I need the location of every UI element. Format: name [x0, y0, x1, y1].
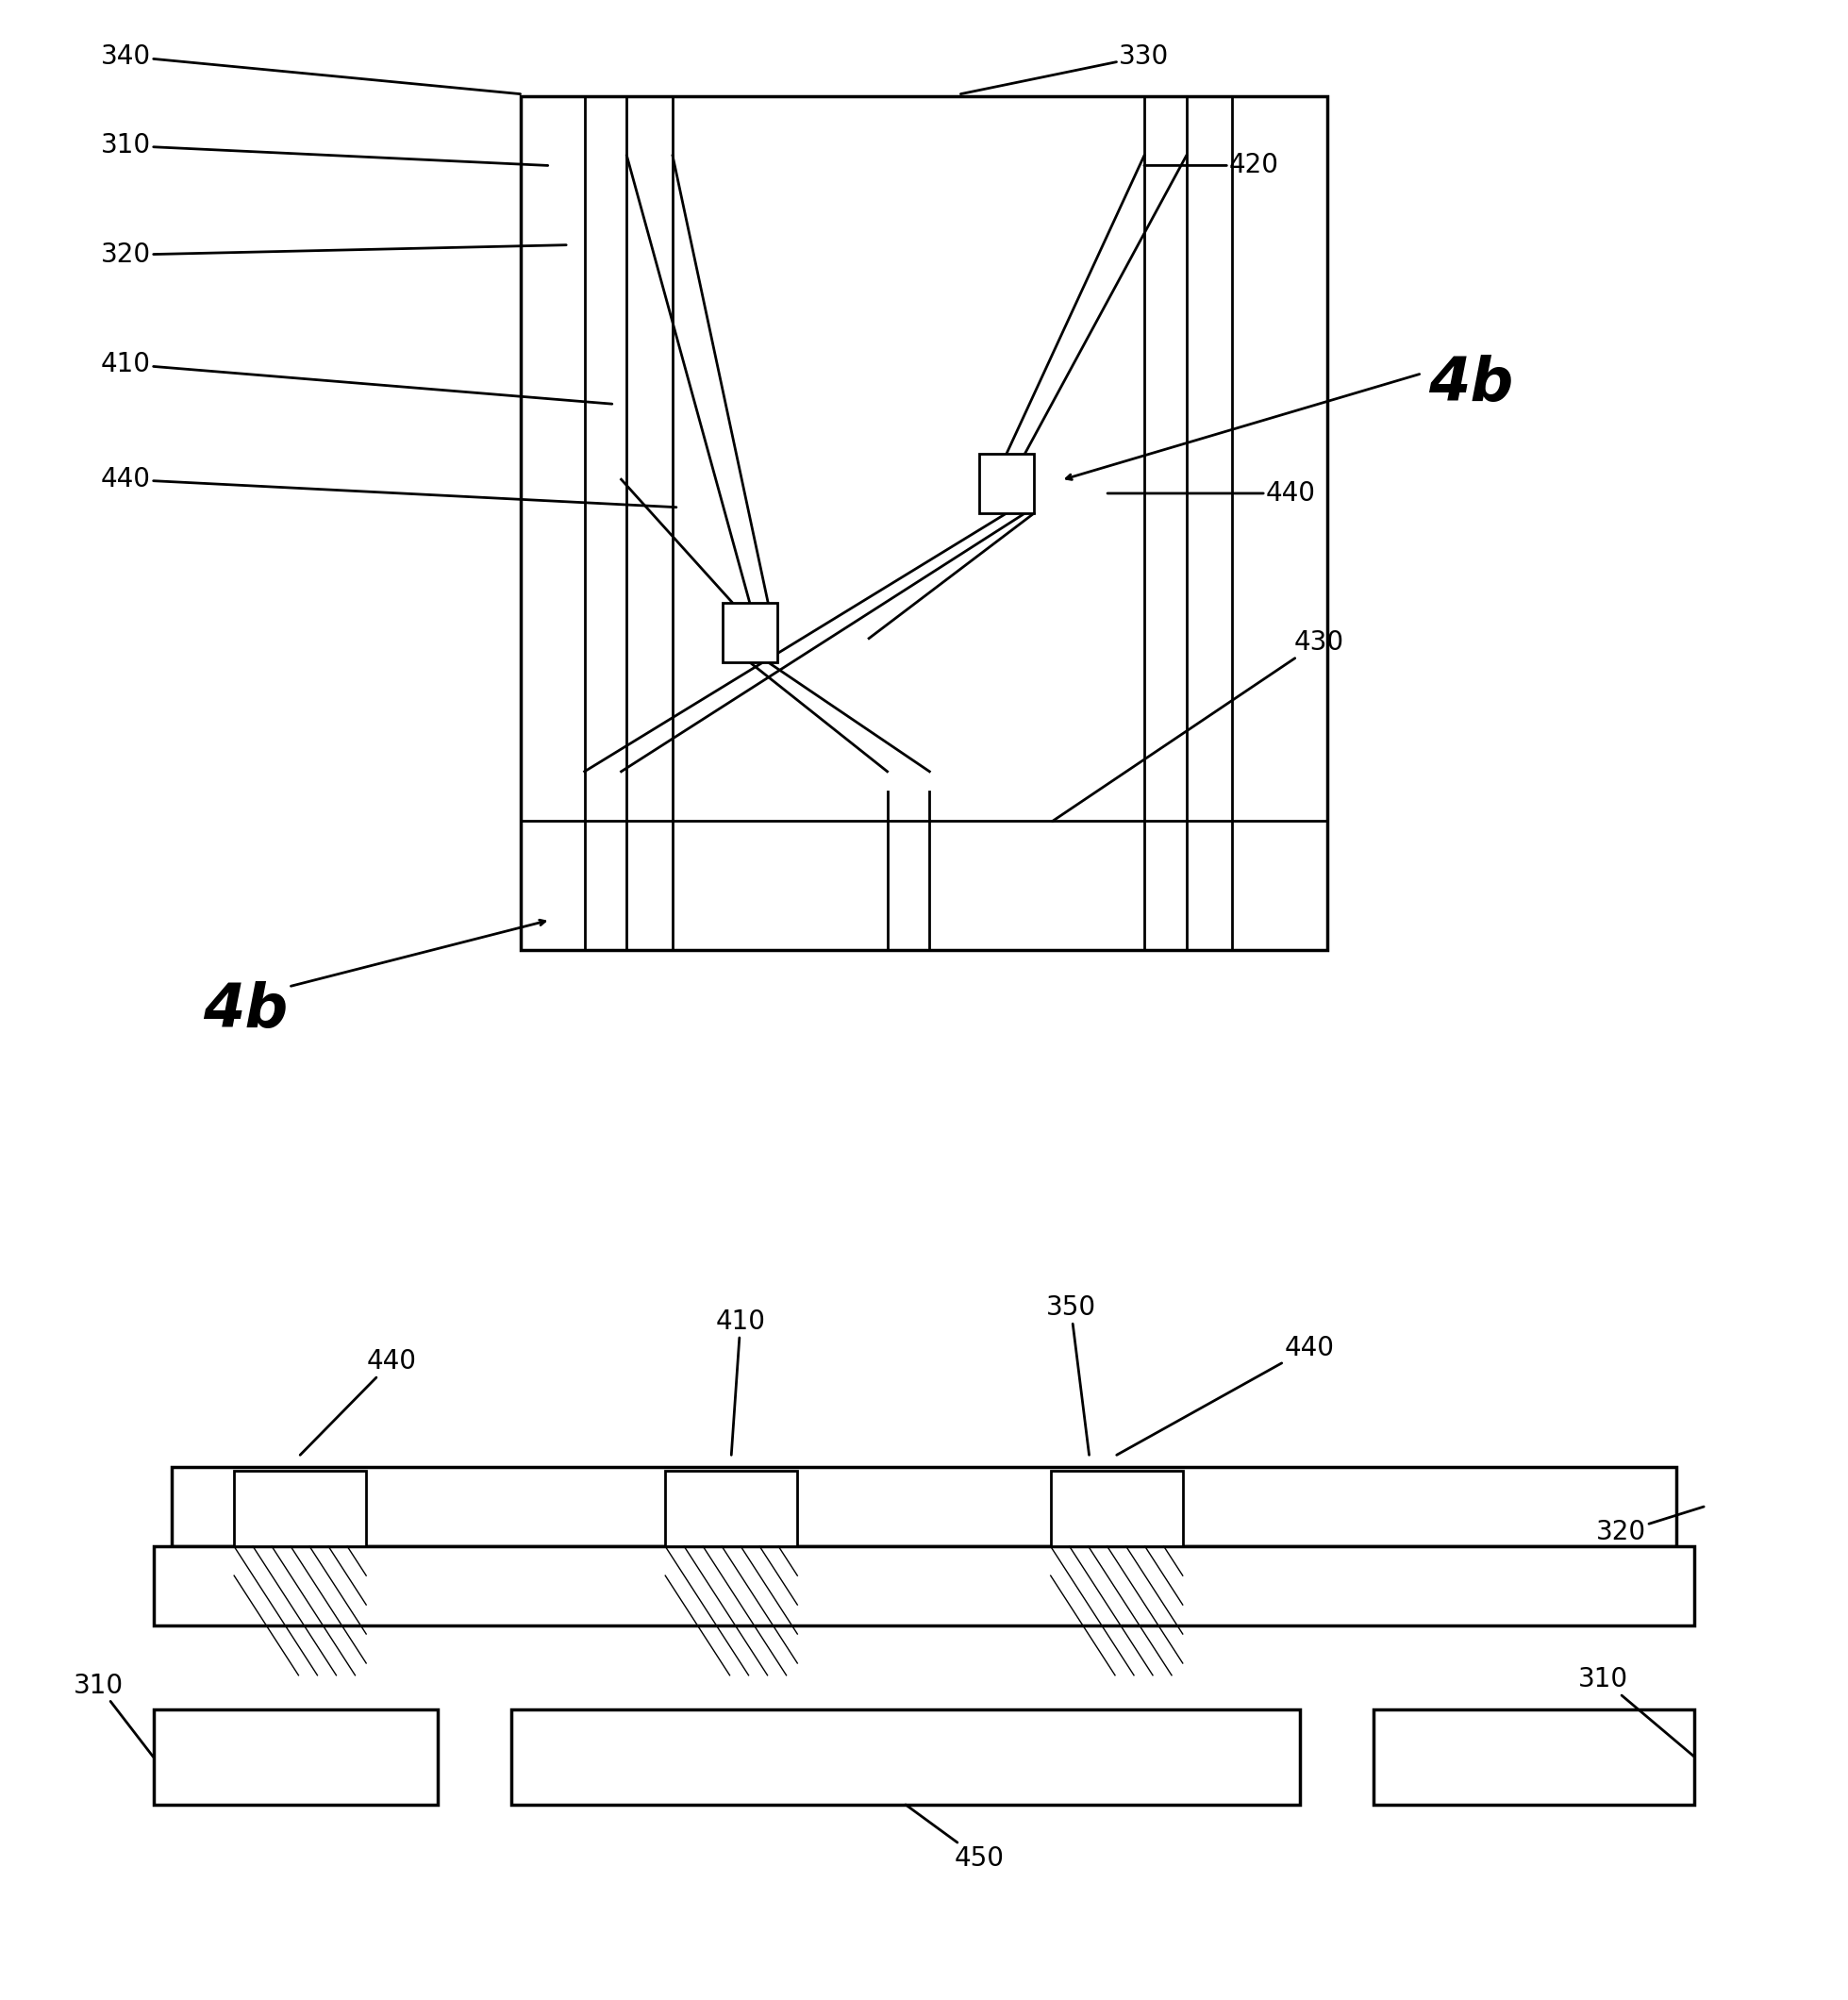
Text: 310: 310: [1578, 1666, 1695, 1758]
Bar: [665, 1470, 796, 1546]
Bar: [723, 602, 778, 662]
Text: 440: 440: [102, 466, 676, 508]
Text: 440: 440: [299, 1348, 418, 1454]
Text: 440: 440: [1107, 480, 1316, 506]
Text: 440: 440: [1116, 1334, 1334, 1454]
Text: 4b: 4b: [203, 980, 288, 1040]
Bar: [172, 1466, 1676, 1546]
Text: 330: 330: [961, 44, 1170, 94]
Text: 310: 310: [102, 132, 547, 166]
Text: 350: 350: [1046, 1294, 1096, 1454]
Text: 450: 450: [906, 1804, 1003, 1872]
Text: 4b: 4b: [1429, 354, 1514, 414]
Text: 310: 310: [74, 1672, 153, 1758]
Text: 320: 320: [1597, 1506, 1704, 1546]
Bar: [521, 96, 1327, 950]
Text: 410: 410: [102, 350, 612, 404]
Bar: [979, 454, 1035, 514]
Bar: [235, 1470, 366, 1546]
Text: 320: 320: [102, 242, 565, 268]
Bar: [153, 1710, 438, 1804]
Bar: [1052, 1470, 1183, 1546]
Bar: [153, 1546, 1695, 1626]
Bar: [512, 1710, 1301, 1804]
Text: 420: 420: [1144, 152, 1279, 178]
Bar: [1373, 1710, 1695, 1804]
Text: 410: 410: [715, 1308, 765, 1454]
Text: 430: 430: [1053, 630, 1343, 822]
Text: 340: 340: [102, 44, 521, 94]
